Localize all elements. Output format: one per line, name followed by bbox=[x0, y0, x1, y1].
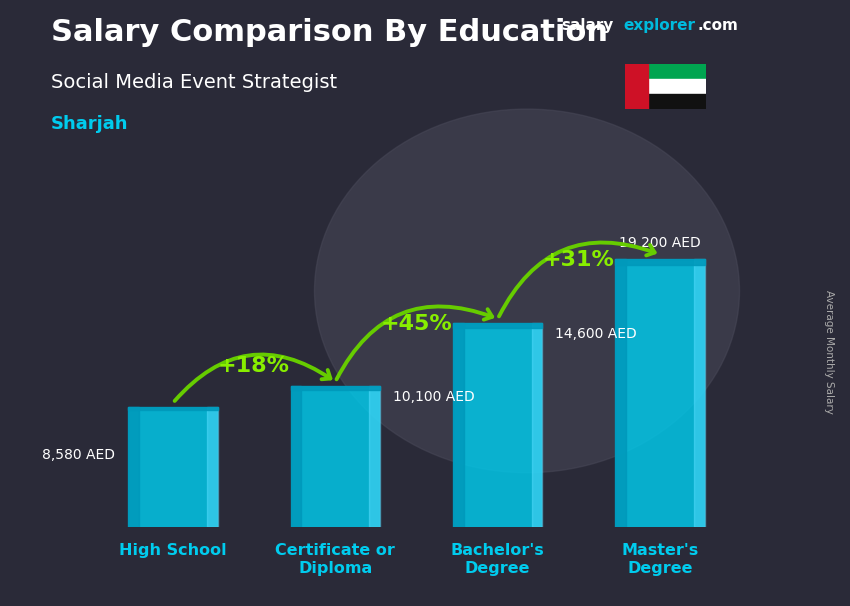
Bar bbox=[291, 386, 380, 390]
Text: Salary Comparison By Education: Salary Comparison By Education bbox=[51, 18, 608, 47]
Bar bbox=[625, 64, 706, 79]
Bar bbox=[615, 259, 626, 527]
Text: 19,200 AED: 19,200 AED bbox=[620, 236, 701, 250]
Text: salary: salary bbox=[561, 18, 614, 33]
Text: .com: .com bbox=[698, 18, 739, 33]
Text: 10,100 AED: 10,100 AED bbox=[393, 390, 474, 404]
Text: Average Monthly Salary: Average Monthly Salary bbox=[824, 290, 834, 413]
Bar bbox=[453, 323, 464, 527]
Bar bbox=[615, 259, 705, 527]
Text: Social Media Event Strategist: Social Media Event Strategist bbox=[51, 73, 337, 92]
Bar bbox=[291, 386, 380, 527]
Bar bbox=[369, 386, 380, 527]
Text: +45%: +45% bbox=[381, 314, 452, 334]
Bar bbox=[207, 407, 218, 527]
Bar bbox=[694, 259, 705, 527]
Bar bbox=[128, 407, 218, 527]
Bar bbox=[453, 323, 542, 328]
Bar bbox=[625, 79, 706, 94]
Text: explorer: explorer bbox=[623, 18, 695, 33]
Bar bbox=[531, 323, 542, 527]
Text: +31%: +31% bbox=[543, 250, 615, 270]
Bar bbox=[291, 386, 302, 527]
Bar bbox=[615, 259, 705, 265]
Text: 14,600 AED: 14,600 AED bbox=[555, 327, 638, 341]
Text: Sharjah: Sharjah bbox=[51, 115, 128, 133]
Text: 8,580 AED: 8,580 AED bbox=[42, 448, 115, 462]
Bar bbox=[625, 64, 648, 109]
Bar bbox=[453, 323, 542, 527]
Text: +18%: +18% bbox=[218, 356, 290, 376]
Bar bbox=[128, 407, 139, 527]
Bar bbox=[625, 94, 706, 109]
Bar bbox=[128, 407, 218, 410]
